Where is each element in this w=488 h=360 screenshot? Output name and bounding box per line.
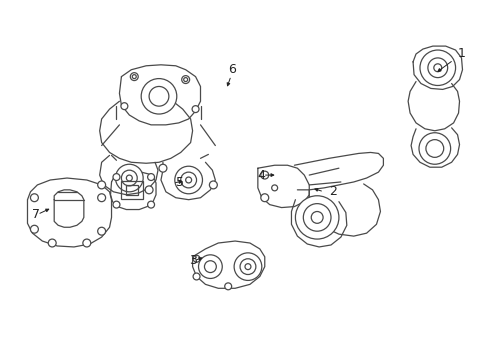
Circle shape — [183, 78, 187, 82]
Circle shape — [98, 194, 105, 202]
Circle shape — [260, 171, 268, 179]
Text: 2: 2 — [328, 185, 336, 198]
Circle shape — [209, 181, 217, 189]
Text: 3: 3 — [188, 254, 196, 267]
Circle shape — [48, 239, 56, 247]
Circle shape — [113, 174, 120, 180]
Circle shape — [30, 194, 38, 202]
Circle shape — [425, 140, 443, 157]
Circle shape — [30, 225, 38, 233]
Circle shape — [130, 73, 138, 81]
Bar — [121, 181, 143, 199]
Circle shape — [98, 181, 105, 189]
Circle shape — [303, 204, 330, 231]
Text: 5: 5 — [175, 176, 183, 189]
Circle shape — [182, 76, 189, 84]
Circle shape — [271, 185, 277, 191]
Circle shape — [132, 75, 136, 78]
Circle shape — [121, 170, 137, 186]
Circle shape — [185, 177, 191, 183]
Circle shape — [174, 166, 202, 194]
Text: 1: 1 — [457, 48, 465, 60]
Circle shape — [234, 253, 261, 280]
Circle shape — [141, 78, 177, 114]
Circle shape — [115, 164, 143, 192]
Circle shape — [159, 164, 166, 172]
Circle shape — [147, 174, 154, 180]
Circle shape — [427, 58, 447, 78]
Circle shape — [295, 196, 338, 239]
Circle shape — [204, 261, 216, 273]
Circle shape — [147, 201, 154, 208]
Circle shape — [192, 106, 199, 113]
Circle shape — [240, 259, 255, 275]
Circle shape — [193, 273, 200, 280]
Circle shape — [260, 194, 268, 202]
Text: 6: 6 — [228, 63, 236, 76]
Circle shape — [82, 239, 91, 247]
Circle shape — [113, 201, 120, 208]
Circle shape — [244, 264, 250, 270]
Circle shape — [98, 227, 105, 235]
Circle shape — [419, 50, 455, 85]
Text: 4: 4 — [257, 168, 265, 181]
Circle shape — [181, 172, 196, 188]
Circle shape — [145, 186, 153, 194]
Text: 7: 7 — [32, 208, 41, 221]
Circle shape — [121, 103, 127, 109]
Circle shape — [126, 175, 132, 181]
Circle shape — [310, 212, 323, 223]
Circle shape — [149, 86, 168, 106]
Circle shape — [198, 255, 222, 278]
Bar — [126, 185, 138, 195]
Circle shape — [418, 133, 450, 164]
Circle shape — [224, 283, 231, 290]
Circle shape — [433, 64, 441, 72]
Circle shape — [193, 255, 200, 262]
